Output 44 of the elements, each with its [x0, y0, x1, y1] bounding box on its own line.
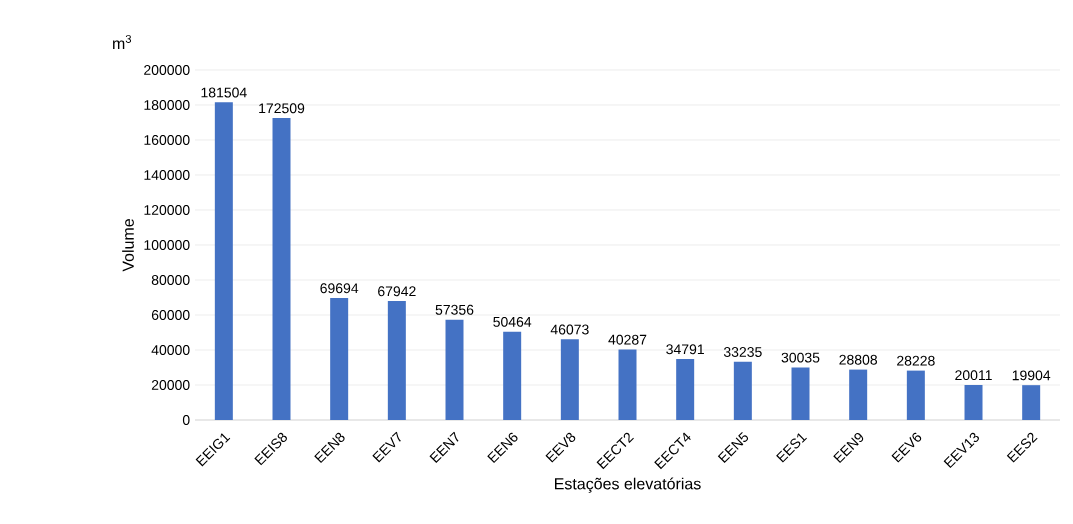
data-label: 40287	[608, 334, 647, 345]
bar	[330, 298, 349, 420]
data-label: 181504	[201, 87, 247, 98]
bar	[733, 361, 752, 420]
data-label: 50464	[493, 316, 532, 327]
data-label: 28228	[897, 355, 935, 366]
y-tick-label: 200000	[144, 65, 190, 75]
bar	[618, 349, 637, 420]
y-tick-label: 160000	[144, 135, 190, 145]
text: m$^{3}$	[113, 34, 132, 50]
bar	[387, 301, 406, 420]
y-tick-label: 80000	[151, 275, 190, 285]
bar	[676, 359, 695, 420]
bar	[1022, 385, 1041, 420]
y-tick-label: 140000	[144, 170, 190, 180]
bar	[791, 367, 810, 420]
bar	[849, 369, 868, 420]
data-label: 33235	[723, 347, 762, 357]
data-label: 67942	[378, 286, 416, 297]
y-tick-label: 100000	[144, 240, 190, 250]
bar	[214, 102, 233, 420]
bar	[906, 370, 925, 420]
data-label: 19904	[1012, 370, 1051, 381]
bar	[445, 319, 464, 420]
data-label: 57356	[435, 304, 474, 315]
y-tick-label: 180000	[144, 100, 190, 110]
bar	[964, 384, 983, 420]
y-tick-label: 60000	[151, 310, 190, 320]
data-label: 46073	[550, 324, 589, 335]
data-label: 30035	[781, 352, 820, 363]
bar	[503, 331, 522, 420]
y-tick-label: 40000	[151, 345, 190, 355]
x-axis-title: Estações elevatórias	[555, 477, 701, 493]
data-label: 69694	[320, 283, 359, 294]
y-tick-label: 20000	[151, 380, 190, 390]
y-tick-label: 0	[182, 415, 190, 425]
data-label: 172509	[259, 103, 305, 114]
data-label: 34791	[666, 344, 704, 355]
bar	[272, 118, 291, 420]
y-axis-title: Volume	[122, 219, 134, 272]
y-tick-label: 120000	[144, 205, 190, 215]
data-label: 20011	[955, 370, 992, 381]
data-label: 28808	[839, 354, 878, 365]
bar	[560, 339, 579, 420]
